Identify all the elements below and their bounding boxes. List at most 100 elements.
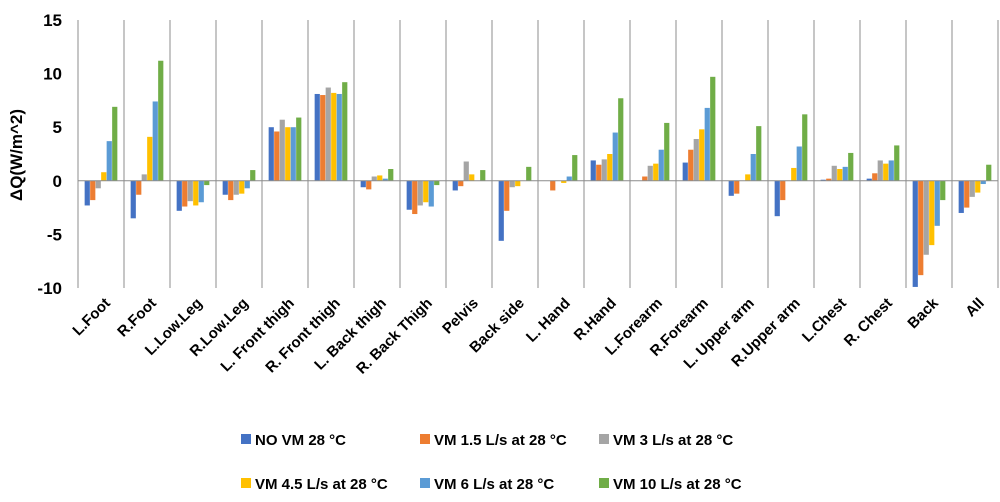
legend-item: VM 3 L/s at 28 °C bbox=[599, 432, 733, 449]
legend: NO VM 28 °C VM 1.5 L/s at 28 °C VM 3 L/s a… bbox=[241, 432, 742, 493]
bar bbox=[842, 166, 848, 181]
bar bbox=[417, 180, 423, 206]
bar bbox=[268, 127, 274, 181]
bar bbox=[934, 180, 940, 226]
bar bbox=[371, 176, 377, 181]
bar bbox=[314, 93, 320, 181]
bar bbox=[964, 180, 970, 208]
bar bbox=[607, 154, 613, 181]
bar bbox=[412, 180, 418, 215]
legend-swatch bbox=[420, 434, 430, 444]
bar bbox=[434, 180, 440, 186]
bar bbox=[296, 117, 302, 181]
legend-swatch bbox=[599, 478, 609, 488]
series-bars bbox=[106, 93, 986, 226]
bar bbox=[250, 170, 256, 181]
bar bbox=[929, 180, 935, 246]
bar bbox=[590, 160, 596, 181]
legend-item: NO VM 28 °C bbox=[241, 432, 346, 449]
bar bbox=[130, 180, 136, 219]
bar bbox=[388, 169, 394, 181]
bar bbox=[244, 180, 250, 189]
bar bbox=[918, 180, 924, 276]
bar bbox=[106, 141, 112, 181]
bar bbox=[699, 129, 705, 181]
bar bbox=[791, 167, 797, 181]
bar bbox=[452, 180, 458, 191]
bar bbox=[734, 180, 740, 194]
bar bbox=[480, 170, 486, 181]
legend-item: VM 1.5 L/s at 28 °C bbox=[420, 432, 567, 449]
bar bbox=[693, 138, 699, 181]
category-label: All bbox=[962, 295, 988, 321]
y-axis-label: ΔQ(W/m^2) bbox=[7, 109, 26, 201]
bar bbox=[469, 174, 475, 181]
legend-swatch bbox=[599, 434, 609, 444]
bar bbox=[728, 180, 734, 196]
legend-item: VM 10 L/s at 28 °C bbox=[599, 476, 742, 493]
bar bbox=[572, 155, 578, 181]
bar bbox=[176, 180, 182, 211]
bar bbox=[969, 180, 975, 197]
bar bbox=[279, 119, 285, 181]
bar bbox=[601, 159, 607, 181]
legend-swatch bbox=[420, 478, 430, 488]
bar bbox=[187, 180, 193, 202]
bar bbox=[923, 180, 929, 255]
bar bbox=[509, 180, 515, 188]
bar bbox=[228, 180, 234, 201]
bar bbox=[831, 165, 837, 181]
bar bbox=[274, 131, 280, 181]
bar bbox=[285, 127, 291, 181]
bar bbox=[428, 180, 434, 207]
legend-label: VM 3 L/s at 28 °C bbox=[613, 432, 733, 449]
legend-label: VM 1.5 L/s at 28 °C bbox=[434, 432, 567, 449]
y-tick-label: 0 bbox=[53, 172, 62, 191]
bar bbox=[688, 149, 694, 181]
y-tick-label: 15 bbox=[43, 11, 62, 30]
bar bbox=[826, 178, 832, 181]
bar bbox=[894, 145, 900, 181]
series-bars bbox=[90, 95, 970, 276]
bar bbox=[406, 180, 412, 210]
legend-label: VM 4.5 L/s at 28 °C bbox=[255, 476, 388, 493]
legend-swatch bbox=[241, 478, 251, 488]
bar bbox=[780, 180, 786, 201]
legend-label: VM 10 L/s at 28 °C bbox=[613, 476, 742, 493]
bar bbox=[647, 165, 653, 181]
bar bbox=[745, 174, 751, 181]
bar bbox=[498, 180, 504, 241]
bar bbox=[612, 132, 618, 181]
bar bbox=[940, 180, 946, 201]
y-tick-label: 5 bbox=[53, 118, 62, 137]
bar bbox=[136, 180, 142, 195]
bar bbox=[912, 180, 918, 287]
bar bbox=[377, 175, 383, 181]
bar bbox=[888, 160, 894, 181]
bar bbox=[550, 180, 556, 191]
bar bbox=[239, 180, 245, 194]
bar bbox=[290, 127, 296, 181]
category-label: Pelvis bbox=[439, 295, 482, 338]
bar bbox=[682, 162, 688, 181]
bar bbox=[423, 180, 429, 203]
legend-label: VM 6 L/s at 28 °C bbox=[434, 476, 554, 493]
bar bbox=[561, 180, 567, 183]
bar bbox=[342, 82, 348, 181]
bar bbox=[382, 178, 388, 181]
bar bbox=[975, 180, 981, 193]
bar bbox=[112, 106, 118, 181]
bar bbox=[883, 163, 889, 181]
bar bbox=[325, 87, 331, 181]
category-label: L.Foot bbox=[69, 295, 113, 339]
bar bbox=[658, 149, 664, 181]
bar bbox=[458, 180, 464, 187]
bar bbox=[504, 180, 510, 211]
bar bbox=[331, 92, 337, 181]
bar bbox=[84, 180, 90, 206]
y-tick-label: 10 bbox=[43, 65, 62, 84]
bar bbox=[642, 176, 648, 181]
series-bars bbox=[84, 93, 964, 287]
